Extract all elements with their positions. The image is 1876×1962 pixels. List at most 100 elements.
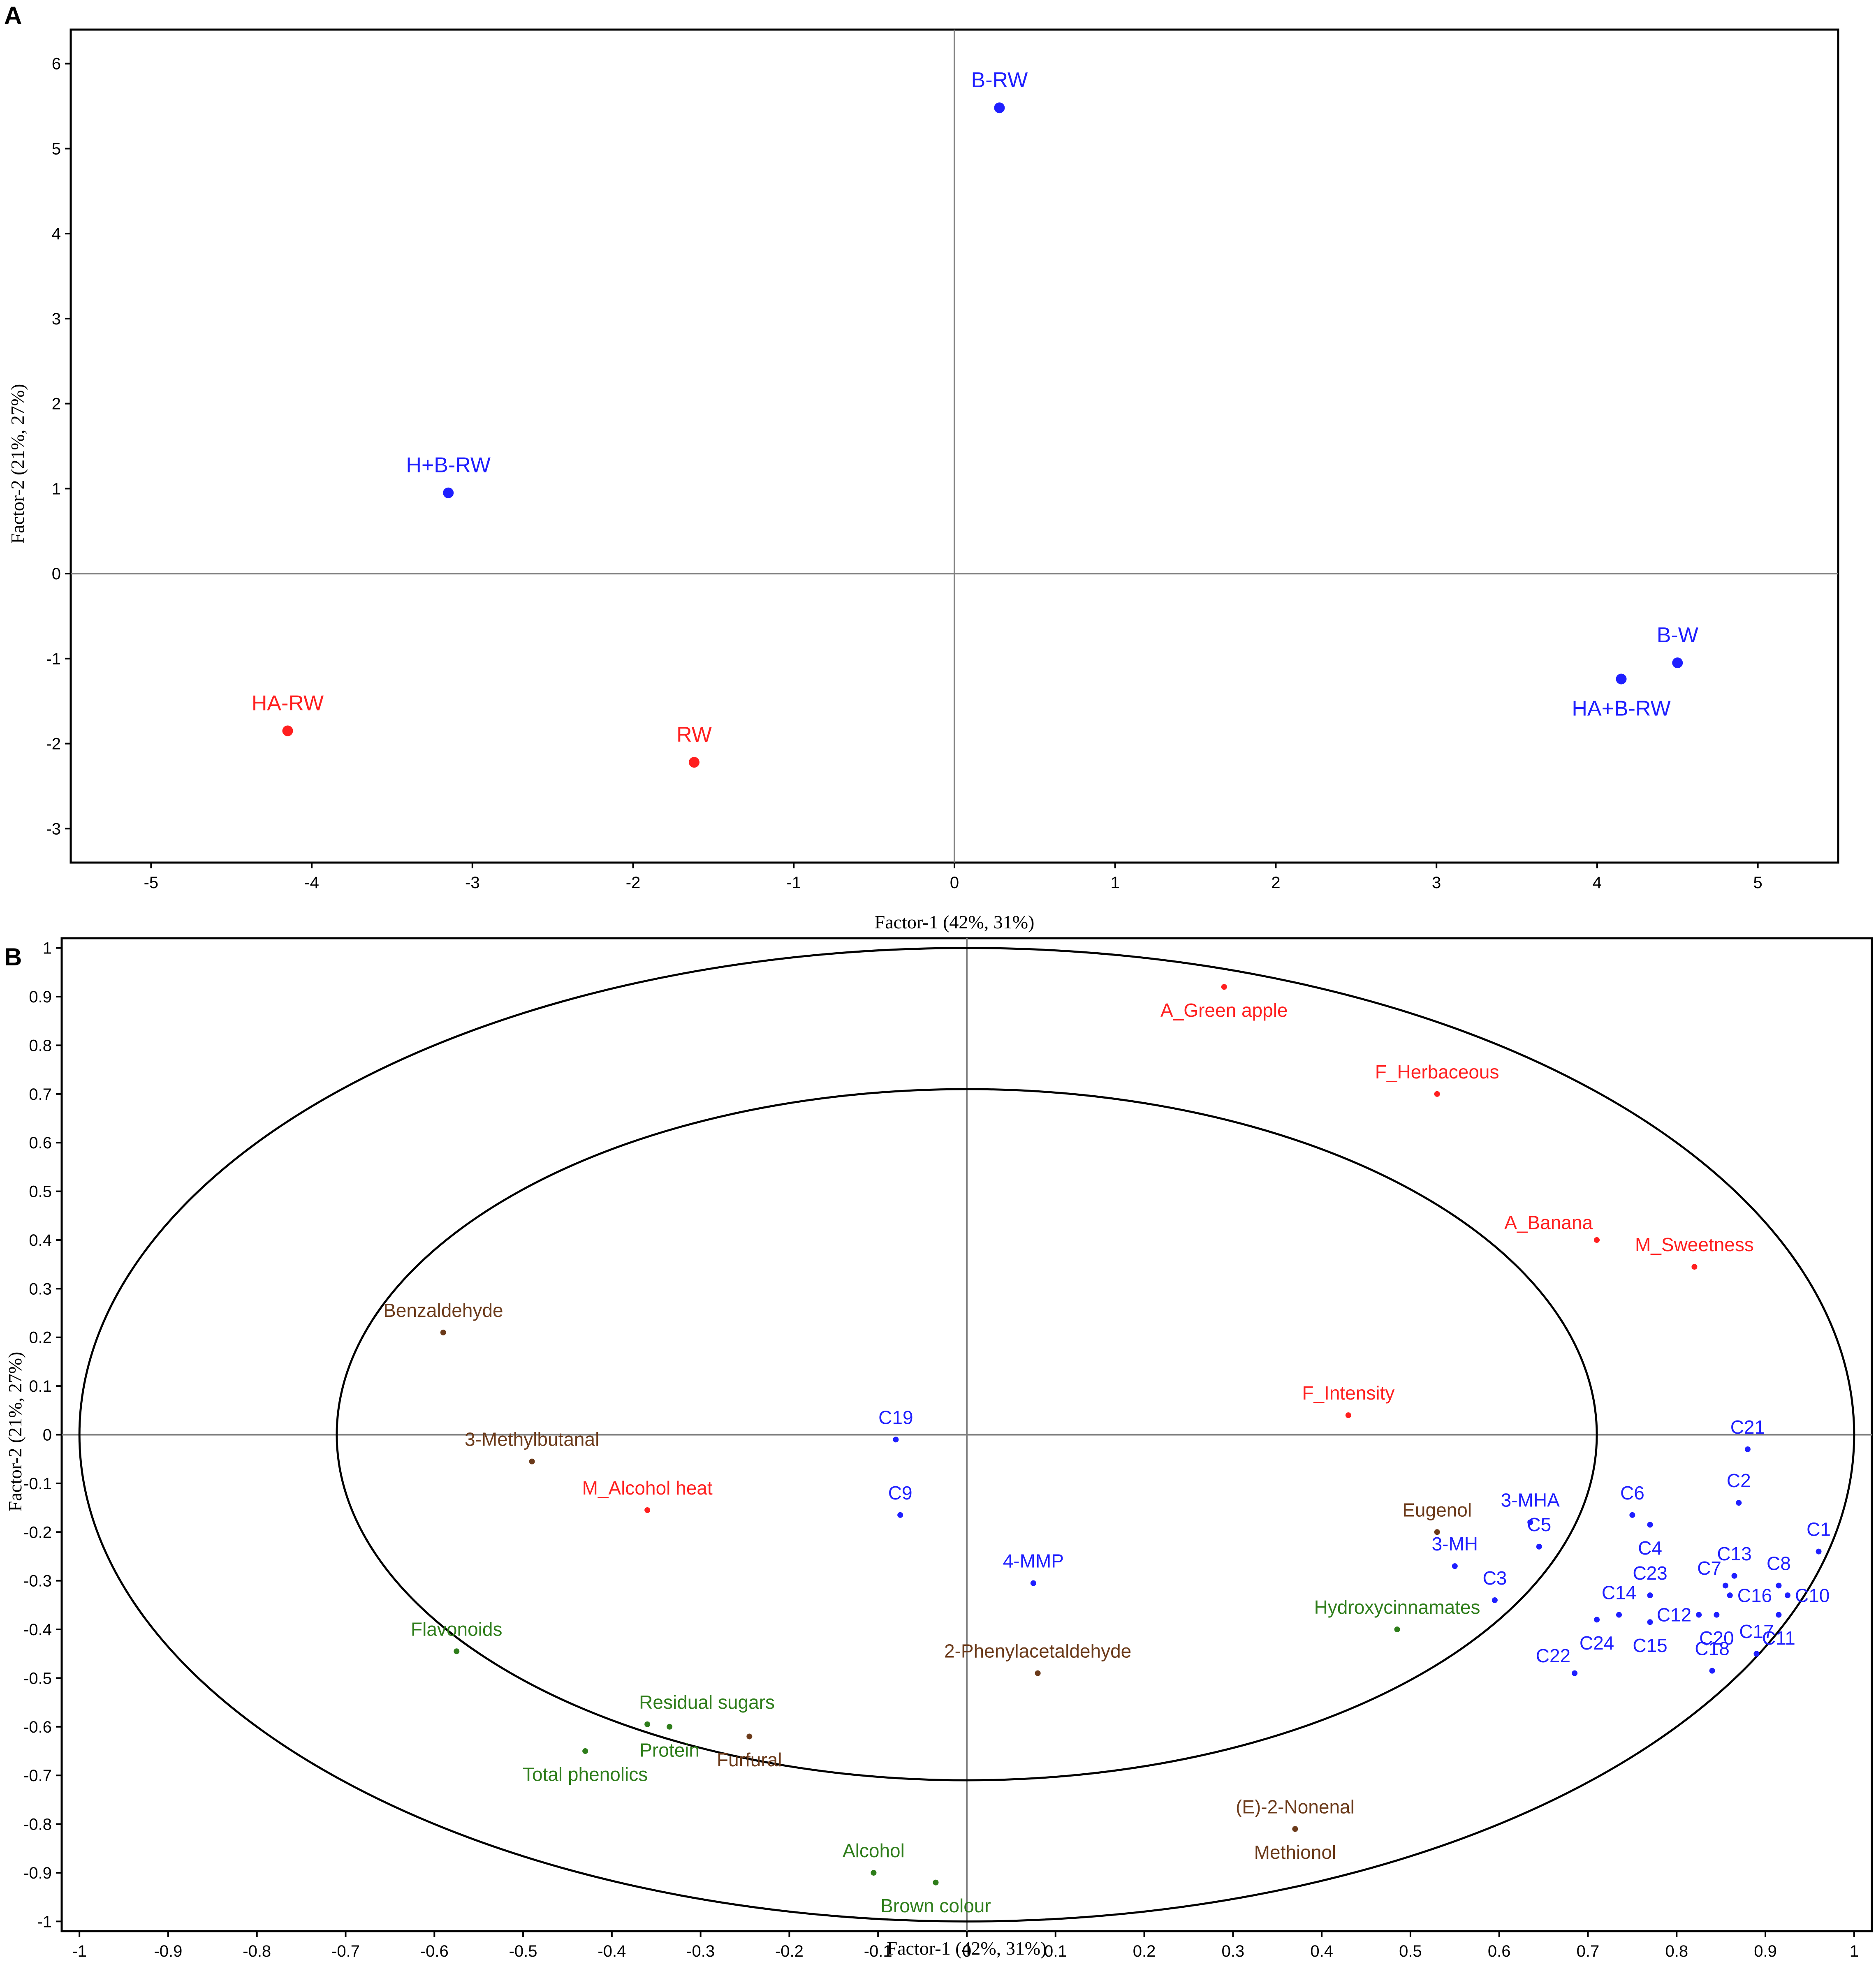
panel-b-point-m-sweetness: [1691, 1264, 1698, 1270]
panel-b-point-c7: [1722, 1583, 1728, 1589]
panel-b-label-3-mha: 3-MHA: [1501, 1490, 1560, 1511]
panel-b-label-c2: C2: [1727, 1470, 1751, 1491]
panel-b-point-c13: [1731, 1573, 1737, 1579]
panel-b-label-c15: C15: [1633, 1635, 1667, 1656]
panel-b-point-c5: [1536, 1543, 1542, 1550]
panel-b-label-c4: C4: [1638, 1537, 1662, 1559]
panel-b-y-tick-label: -0.2: [23, 1523, 52, 1541]
panel-b-point-c11: [1776, 1612, 1782, 1618]
panel-b-x-tick-label: -0.3: [686, 1942, 715, 1960]
panel-a-x-axis-title: Factor-1 (42%, 31%): [875, 912, 1035, 932]
panel-b-point-methionol: [1292, 1826, 1298, 1832]
panel-b-point-f-intensity: [1345, 1412, 1351, 1418]
panel-b-point-3-mh: [1452, 1563, 1458, 1569]
panel-b-label-3-mh: 3-MH: [1432, 1533, 1478, 1555]
panel-b-circle-1: [78, 947, 1855, 1923]
panel-b-y-tick-label: -0.1: [23, 1475, 52, 1493]
panel-b-y-tick-label: 0: [43, 1426, 52, 1444]
panel-b-point-furfural: [746, 1733, 753, 1740]
panel-b-y-tick-label: -0.7: [23, 1767, 52, 1785]
panel-b-x-tick-label: -0.7: [331, 1942, 360, 1960]
panel-a-x-tick-label: -2: [626, 874, 641, 892]
panel-b-x-tick-label: -0.9: [154, 1942, 182, 1960]
panel-b-label-c10: C10: [1795, 1585, 1830, 1606]
panel-b-label-benzaldehyde: Benzaldehyde: [383, 1300, 503, 1321]
panel-b-point-c6: [1629, 1512, 1635, 1518]
panel-a-x-tick-label: 2: [1271, 874, 1280, 892]
panel-b-point-m-alcohol-heat: [644, 1507, 651, 1513]
panel-a-y-tick-label: 6: [52, 55, 61, 73]
panel-b-label-c12: C12: [1657, 1604, 1691, 1626]
panel-b-x-axis-title: Factor-1 (42%, 31%): [887, 1938, 1047, 1959]
panel-a-point-ha-b-rw: [1616, 673, 1627, 685]
panel-b-point-4-mmp: [1030, 1580, 1036, 1586]
panel-b-y-tick-label: -0.8: [23, 1816, 52, 1834]
panel-letter-b: B: [4, 943, 22, 971]
panel-b-label-3-methylbutanal: 3-Methylbutanal: [465, 1429, 599, 1450]
panel-b-point-c1: [1816, 1548, 1822, 1555]
panel-b-circle-0-71: [336, 1088, 1598, 1782]
panel-a-y-tick-label: -3: [46, 820, 61, 838]
panel-a-label-ha-b-rw: HA+B-RW: [1572, 696, 1670, 720]
panel-b-x-tick-label: 0.8: [1665, 1942, 1688, 1960]
panel-b-y-axis-title: Factor-2 (21%, 27%): [5, 1352, 25, 1512]
panel-a-x-tick-label: 5: [1753, 874, 1763, 892]
panel-b-y-tick-label: -0.9: [23, 1864, 52, 1882]
panel-b-x-tick-label: 0.4: [1310, 1942, 1333, 1960]
panel-b-label-a-banana: A_Banana: [1504, 1212, 1593, 1233]
panel-b-label-f-intensity: F_Intensity: [1302, 1382, 1394, 1404]
panel-a-y-tick-label: 3: [52, 310, 61, 328]
panel-letter-a: A: [4, 2, 22, 29]
panel-a-x-tick-label: -3: [465, 874, 480, 892]
panel-a-x-tick-label: 4: [1593, 874, 1602, 892]
panel-b-point-flavonoids: [454, 1648, 460, 1654]
panel-a-label-h-b-rw: H+B-RW: [406, 453, 491, 477]
panel-b-label-protein: Protein: [639, 1739, 699, 1761]
panel-a-y-tick-label: 2: [52, 395, 61, 413]
panel-b-label-c3: C3: [1483, 1567, 1507, 1589]
panel-b-point-c3: [1492, 1597, 1498, 1603]
panel-a-label-rw: RW: [676, 723, 712, 747]
panel-b-label-alcohol: Alcohol: [843, 1840, 905, 1861]
panel-b-label-c22: C22: [1536, 1645, 1570, 1666]
panel-a-x-tick-label: -1: [786, 874, 801, 892]
panel-b-label-hydroxycinnamates: Hydroxycinnamates: [1314, 1596, 1480, 1618]
panel-a-y-tick-label: 0: [52, 565, 61, 583]
panel-b-x-tick-label: 0.9: [1754, 1942, 1777, 1960]
panel-b-label-total-phenolics: Total phenolics: [523, 1763, 648, 1785]
panel-a-label-b-w: B-W: [1657, 623, 1698, 647]
panel-b-point-c15: [1647, 1619, 1653, 1625]
panel-b-x-tick-label: 0.3: [1222, 1942, 1245, 1960]
panel-b-point-c10: [1785, 1592, 1791, 1599]
panel-b-label-c19: C19: [878, 1407, 913, 1428]
panel-b-label-c11: C11: [1762, 1627, 1795, 1649]
panel-b-label-e-2-nonenal: (E)-2-Nonenal: [1236, 1796, 1355, 1817]
panel-b-y-tick-label: -0.4: [23, 1621, 52, 1639]
panel-b-x-tick-label: 1: [1850, 1942, 1859, 1960]
panel-b-y-tick-label: 0.9: [29, 988, 52, 1006]
panel-b-point-c9: [897, 1512, 903, 1518]
panel-b-point-f-herbaceous: [1434, 1091, 1440, 1097]
panel-a-plot: -5 -4 -3 -2 -1 0 1 2 3 4 5 -3 -2 -1 0 1 2 3 4 5 6 B-RW H+B-RW B…: [46, 28, 1839, 892]
panel-b-x-tick-label: 0.6: [1488, 1942, 1511, 1960]
panel-b-point-c20: [1714, 1612, 1720, 1618]
panel-b-label-c17: C17: [1739, 1621, 1774, 1642]
panel-a-y-tick-label: 4: [52, 225, 61, 243]
panel-b-label-c6: C6: [1620, 1482, 1644, 1504]
panel-b-point-c17: [1753, 1651, 1760, 1657]
panel-b-x-tick-label: -1: [72, 1942, 87, 1960]
panel-a-x-tick-label: 3: [1432, 874, 1441, 892]
panel-a-x-tick-label: 0: [950, 874, 959, 892]
panel-b-x-tick-label: 0: [962, 1942, 971, 1960]
panel-a-point-b-rw: [994, 102, 1005, 113]
panel-b-label-eugenol: Eugenol: [1402, 1499, 1472, 1520]
panel-a-x-tick-label: 1: [1111, 874, 1120, 892]
panel-b-label-c21: C21: [1730, 1416, 1765, 1438]
panel-b-y-tick-label: 0.8: [29, 1037, 52, 1055]
panel-b-label-c5: C5: [1527, 1514, 1551, 1535]
panel-b-label-flavonoids: Flavonoids: [411, 1618, 502, 1640]
panel-b-point-residual-sugars: [644, 1721, 651, 1727]
panel-b-point-protein: [667, 1724, 673, 1730]
panel-a-y-axis-title: Factor-2 (21%, 27%): [7, 384, 28, 544]
